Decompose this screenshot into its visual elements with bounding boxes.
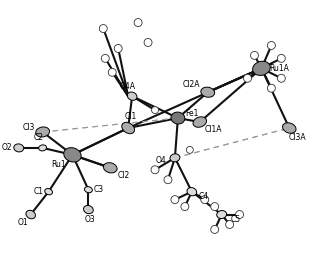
Ellipse shape: [83, 205, 93, 214]
Ellipse shape: [193, 117, 207, 127]
Circle shape: [268, 42, 275, 50]
Ellipse shape: [253, 61, 270, 75]
Text: C4: C4: [199, 192, 209, 201]
Text: C3: C3: [93, 185, 103, 194]
Circle shape: [250, 51, 258, 59]
Circle shape: [236, 211, 243, 219]
Circle shape: [151, 166, 159, 174]
Circle shape: [201, 196, 209, 204]
Text: O4: O4: [156, 156, 166, 165]
Ellipse shape: [39, 145, 47, 151]
Ellipse shape: [84, 187, 92, 193]
Text: Fe1: Fe1: [185, 109, 198, 118]
Circle shape: [277, 54, 285, 62]
Ellipse shape: [14, 144, 24, 152]
Circle shape: [134, 19, 142, 27]
Circle shape: [171, 196, 179, 204]
Text: C1: C1: [34, 187, 44, 196]
Circle shape: [211, 203, 219, 211]
Circle shape: [99, 25, 107, 33]
Ellipse shape: [187, 188, 197, 196]
Text: Cl3: Cl3: [23, 123, 35, 132]
Text: O4A: O4A: [119, 82, 135, 91]
Ellipse shape: [201, 87, 215, 97]
Text: C5: C5: [230, 215, 241, 224]
Ellipse shape: [26, 210, 36, 219]
Ellipse shape: [64, 148, 81, 162]
Circle shape: [181, 203, 189, 211]
Circle shape: [101, 54, 109, 62]
Circle shape: [186, 146, 193, 153]
Text: Cl3A: Cl3A: [288, 133, 306, 142]
Ellipse shape: [103, 163, 117, 173]
Circle shape: [164, 176, 172, 184]
Circle shape: [277, 74, 285, 82]
Text: Cl1: Cl1: [125, 111, 137, 120]
Ellipse shape: [127, 92, 137, 100]
Ellipse shape: [217, 211, 227, 219]
Ellipse shape: [122, 122, 134, 134]
Text: O3: O3: [85, 215, 96, 224]
Circle shape: [211, 225, 219, 233]
Text: Ru1: Ru1: [51, 160, 66, 169]
Text: O1: O1: [17, 218, 28, 227]
Text: O2: O2: [2, 143, 12, 152]
Circle shape: [226, 221, 234, 229]
Circle shape: [268, 84, 275, 92]
Circle shape: [144, 38, 152, 46]
Ellipse shape: [45, 189, 53, 195]
Text: Ru1A: Ru1A: [269, 64, 289, 73]
Ellipse shape: [171, 112, 185, 124]
Text: Cl2A: Cl2A: [183, 80, 201, 89]
Circle shape: [108, 68, 116, 76]
Text: Cl1A: Cl1A: [205, 125, 223, 134]
Circle shape: [243, 74, 251, 82]
Ellipse shape: [282, 123, 296, 133]
Circle shape: [114, 44, 122, 52]
Text: C2: C2: [34, 133, 44, 142]
Ellipse shape: [36, 127, 49, 137]
Ellipse shape: [170, 154, 180, 162]
Circle shape: [152, 107, 158, 114]
Text: Cl2: Cl2: [118, 171, 130, 180]
